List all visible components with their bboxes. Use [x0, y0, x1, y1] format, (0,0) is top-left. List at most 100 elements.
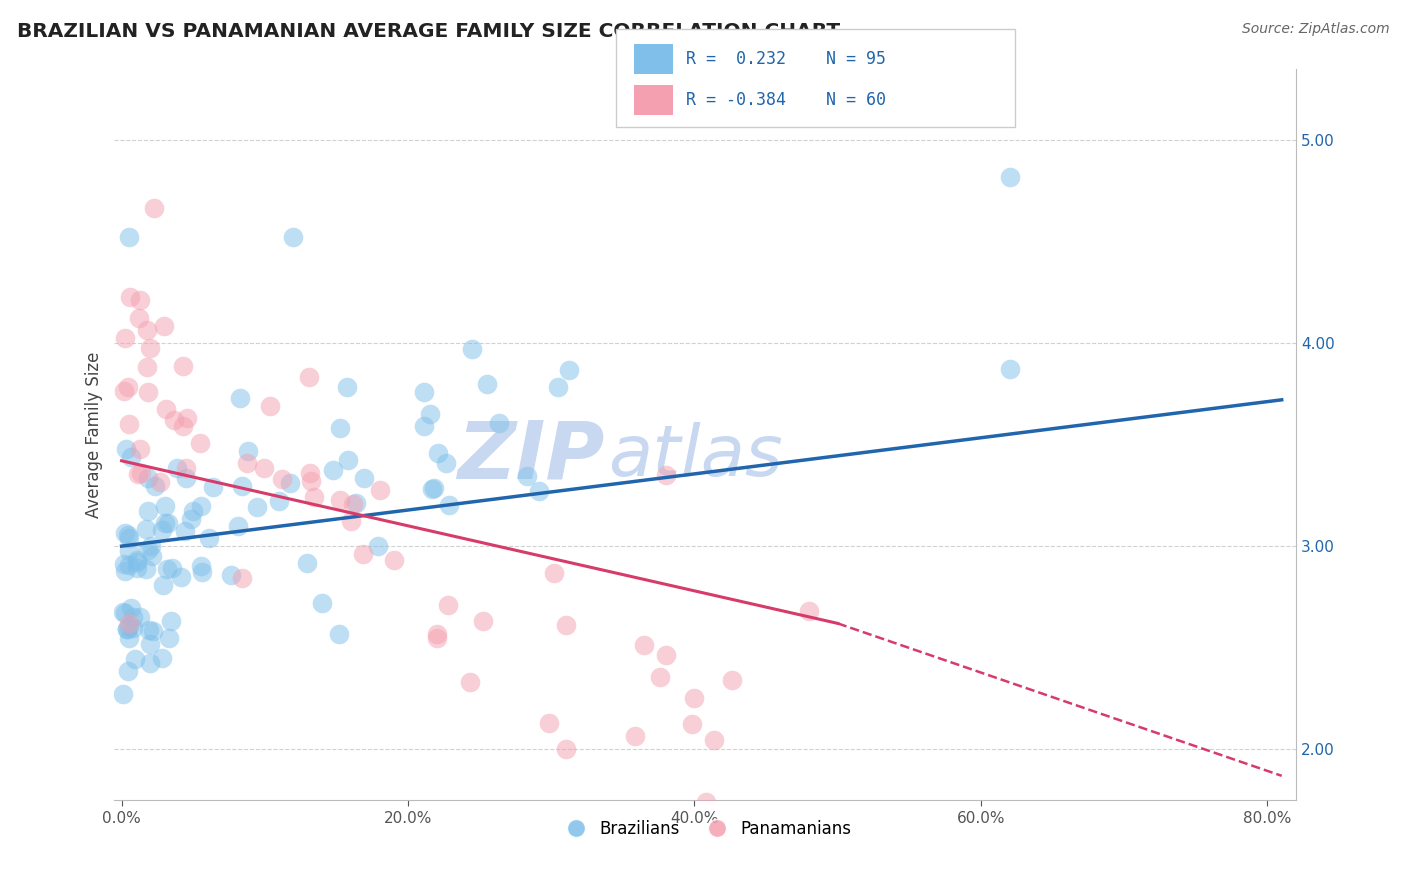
- Point: [136, 384, 159, 399]
- Point: [648, 669, 671, 683]
- Point: [169, 570, 191, 584]
- Point: [426, 627, 449, 641]
- Point: [344, 496, 367, 510]
- Point: [153, 319, 176, 334]
- Point: [143, 479, 166, 493]
- Point: [340, 514, 363, 528]
- Point: [174, 461, 197, 475]
- Point: [172, 359, 194, 373]
- Point: [122, 621, 145, 635]
- Point: [129, 610, 152, 624]
- Point: [683, 691, 706, 706]
- Point: [118, 417, 141, 432]
- Point: [114, 525, 136, 540]
- Point: [136, 543, 159, 558]
- Point: [135, 323, 157, 337]
- Point: [141, 549, 163, 564]
- Point: [163, 413, 186, 427]
- Point: [488, 416, 510, 430]
- Point: [190, 499, 212, 513]
- Point: [139, 539, 162, 553]
- Point: [202, 480, 225, 494]
- Point: [142, 202, 165, 216]
- Point: [114, 331, 136, 345]
- Point: [283, 230, 305, 244]
- Point: [198, 531, 221, 545]
- Point: [655, 648, 678, 663]
- Point: [127, 467, 149, 481]
- Point: [413, 385, 436, 400]
- Point: [174, 471, 197, 485]
- Point: [437, 498, 460, 512]
- Point: [174, 524, 197, 539]
- Point: [136, 504, 159, 518]
- Point: [155, 402, 177, 417]
- Point: [139, 341, 162, 355]
- Point: [554, 617, 576, 632]
- Point: [114, 564, 136, 578]
- Point: [128, 311, 150, 326]
- Point: [231, 479, 253, 493]
- Point: [138, 637, 160, 651]
- Legend: Brazilians, Panamanians: Brazilians, Panamanians: [553, 814, 858, 845]
- Point: [118, 230, 141, 244]
- Point: [179, 512, 201, 526]
- Point: [516, 469, 538, 483]
- Point: [420, 482, 443, 496]
- Point: [136, 471, 159, 485]
- Point: [299, 474, 322, 488]
- Point: [543, 566, 565, 581]
- Point: [160, 560, 183, 574]
- Text: Source: ZipAtlas.com: Source: ZipAtlas.com: [1241, 22, 1389, 37]
- Point: [176, 410, 198, 425]
- Text: BRAZILIAN VS PANAMANIAN AVERAGE FAMILY SIZE CORRELATION CHART: BRAZILIAN VS PANAMANIAN AVERAGE FAMILY S…: [17, 22, 839, 41]
- Point: [115, 622, 138, 636]
- Point: [336, 380, 359, 394]
- Point: [117, 527, 139, 541]
- Point: [156, 562, 179, 576]
- Point: [112, 557, 135, 571]
- Point: [135, 360, 157, 375]
- Text: R =  0.232    N = 95: R = 0.232 N = 95: [686, 50, 886, 68]
- Point: [115, 622, 138, 636]
- Point: [236, 443, 259, 458]
- Point: [118, 631, 141, 645]
- Point: [434, 456, 457, 470]
- Point: [633, 638, 655, 652]
- Point: [153, 516, 176, 530]
- Point: [134, 562, 156, 576]
- Point: [231, 571, 253, 585]
- Point: [797, 604, 820, 618]
- Point: [322, 463, 344, 477]
- Point: [681, 717, 703, 731]
- Point: [461, 343, 484, 357]
- Point: [118, 290, 141, 304]
- Point: [554, 742, 576, 756]
- Point: [352, 547, 374, 561]
- Point: [427, 446, 450, 460]
- Point: [190, 559, 212, 574]
- Point: [328, 626, 350, 640]
- Point: [141, 624, 163, 638]
- Point: [118, 620, 141, 634]
- Point: [114, 606, 136, 620]
- Point: [112, 605, 135, 619]
- Point: [118, 531, 141, 545]
- Point: [624, 729, 647, 743]
- Point: [128, 293, 150, 308]
- Point: [166, 461, 188, 475]
- Point: [157, 516, 180, 531]
- Point: [311, 596, 333, 610]
- Point: [129, 466, 152, 480]
- Point: [127, 561, 149, 575]
- Point: [150, 523, 173, 537]
- Point: [998, 362, 1021, 376]
- Point: [703, 732, 725, 747]
- Text: R = -0.384    N = 60: R = -0.384 N = 60: [686, 91, 886, 109]
- Point: [191, 565, 214, 579]
- Point: [117, 558, 139, 572]
- Point: [120, 450, 142, 465]
- Text: atlas: atlas: [609, 422, 783, 491]
- Point: [149, 475, 172, 490]
- Point: [367, 539, 389, 553]
